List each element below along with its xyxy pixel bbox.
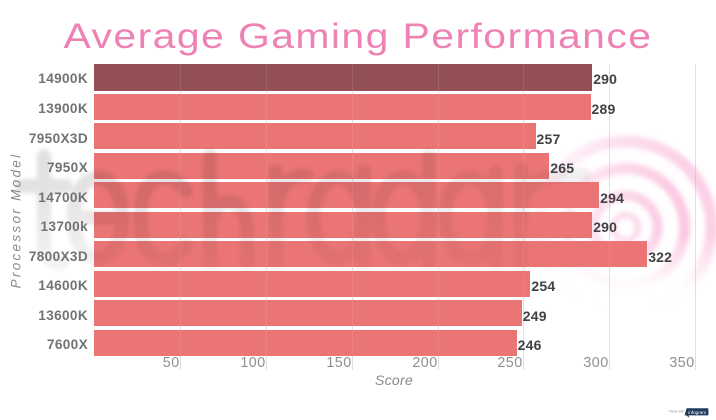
- svg-text:infogram: infogram: [688, 410, 706, 415]
